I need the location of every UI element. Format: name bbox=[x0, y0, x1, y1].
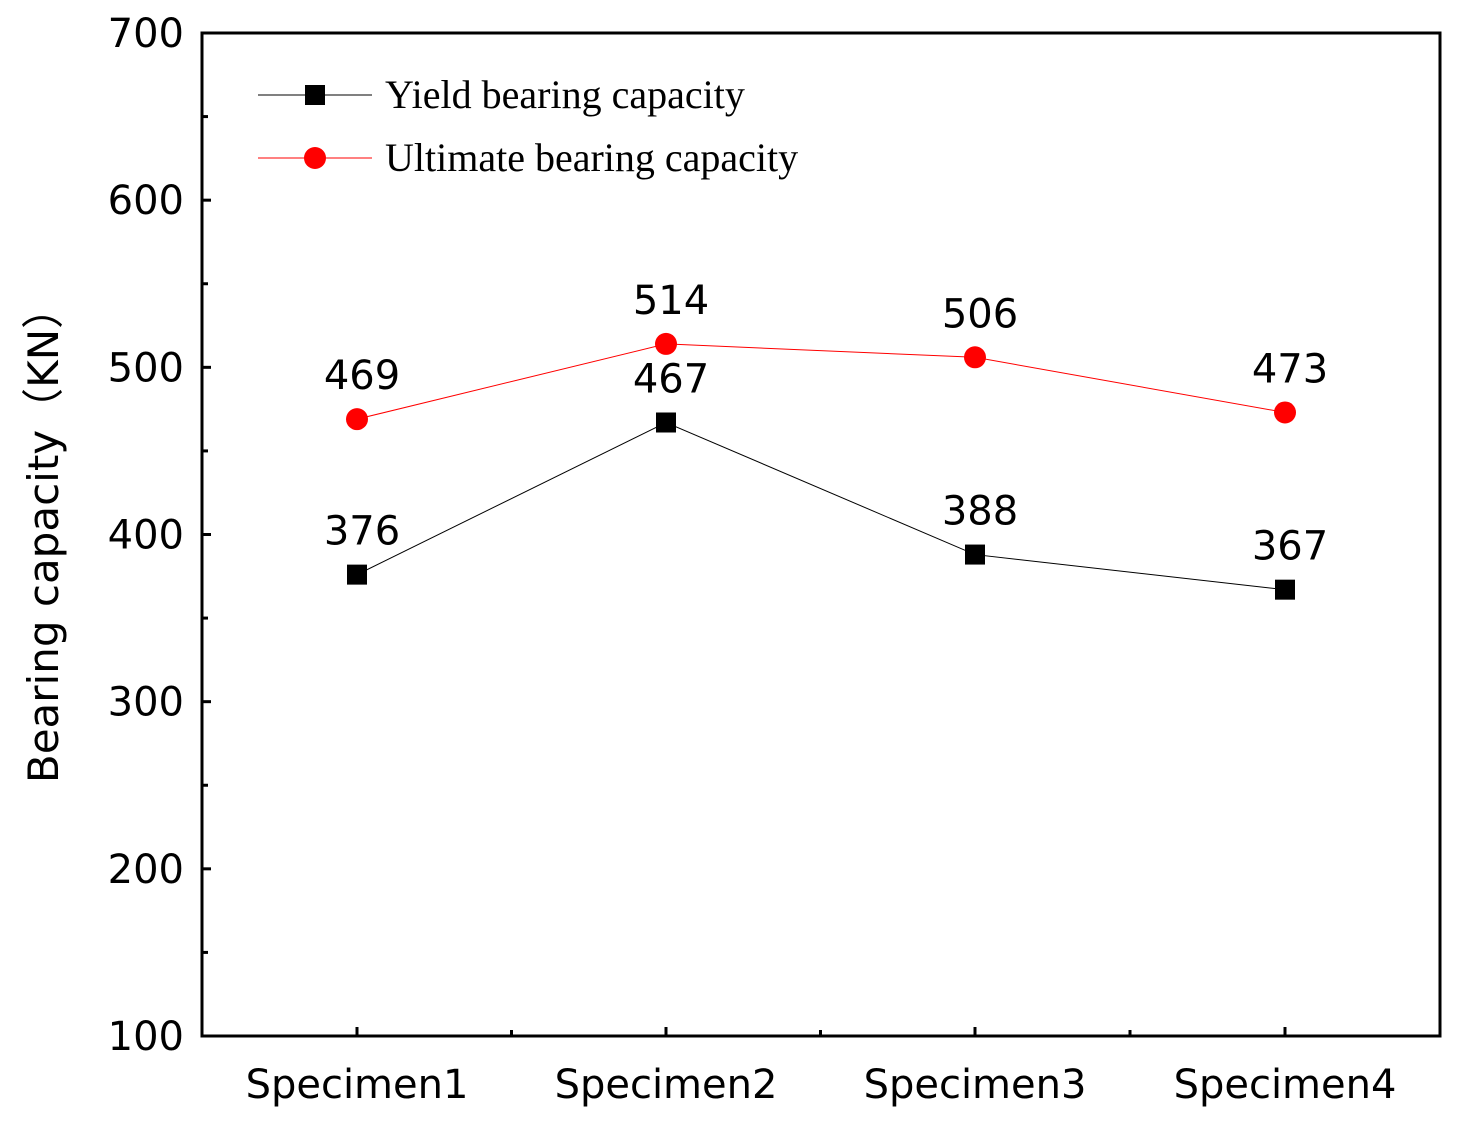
series-markers bbox=[346, 332, 1296, 600]
y-tick-label: 300 bbox=[108, 680, 184, 726]
legend-label-1: Yield bearing capacity bbox=[385, 72, 745, 117]
data-label: 506 bbox=[942, 291, 1018, 337]
data-label: 473 bbox=[1252, 346, 1328, 392]
series-1-point bbox=[656, 412, 676, 433]
series-line-2 bbox=[356, 343, 1286, 420]
series-2-point bbox=[1274, 401, 1296, 424]
series-1-point bbox=[965, 544, 985, 565]
y-axis-title: Bearing capacity（KN） bbox=[19, 287, 68, 783]
series-lines bbox=[356, 343, 1286, 591]
legend-marker-circle bbox=[304, 147, 326, 169]
y-tick-label: 200 bbox=[108, 847, 184, 893]
legend-label-2: Ultimate bearing capacity bbox=[385, 135, 798, 180]
series-2-point bbox=[655, 332, 677, 355]
y-tick-label: 600 bbox=[108, 178, 184, 224]
data-label: 514 bbox=[633, 278, 709, 324]
y-axis-ticks: 100 200 300 400 500 600 700 bbox=[108, 11, 211, 1060]
series-line-1 bbox=[356, 421, 1286, 591]
legend-marker-square bbox=[305, 85, 325, 105]
series-1-point bbox=[347, 564, 367, 585]
y-tick-label: 400 bbox=[108, 513, 184, 559]
data-label: 367 bbox=[1252, 524, 1328, 570]
y-tick-label: 500 bbox=[108, 345, 184, 391]
y-tick-label: 100 bbox=[108, 1014, 184, 1060]
data-label: 376 bbox=[324, 509, 400, 555]
series-1-point bbox=[1275, 579, 1295, 600]
data-label: 388 bbox=[942, 489, 1018, 535]
x-axis-ticks: Specimen1 Specimen2 Specimen3 Specimen4 bbox=[246, 1027, 1397, 1108]
x-tick-label: Specimen2 bbox=[555, 1062, 778, 1108]
x-tick-label: Specimen1 bbox=[246, 1062, 469, 1108]
y-tick-label: 700 bbox=[108, 11, 184, 57]
data-labels: 376 467 388 367 469 514 506 473 bbox=[324, 278, 1328, 570]
series-2-point bbox=[346, 408, 368, 431]
x-tick-label: Specimen4 bbox=[1174, 1062, 1397, 1108]
data-label: 469 bbox=[324, 353, 400, 399]
series-2-point bbox=[964, 346, 986, 369]
data-label: 467 bbox=[633, 356, 709, 402]
x-tick-label: Specimen3 bbox=[864, 1062, 1087, 1108]
legend: Yield bearing capacity Ultimate bearing c… bbox=[258, 72, 798, 180]
